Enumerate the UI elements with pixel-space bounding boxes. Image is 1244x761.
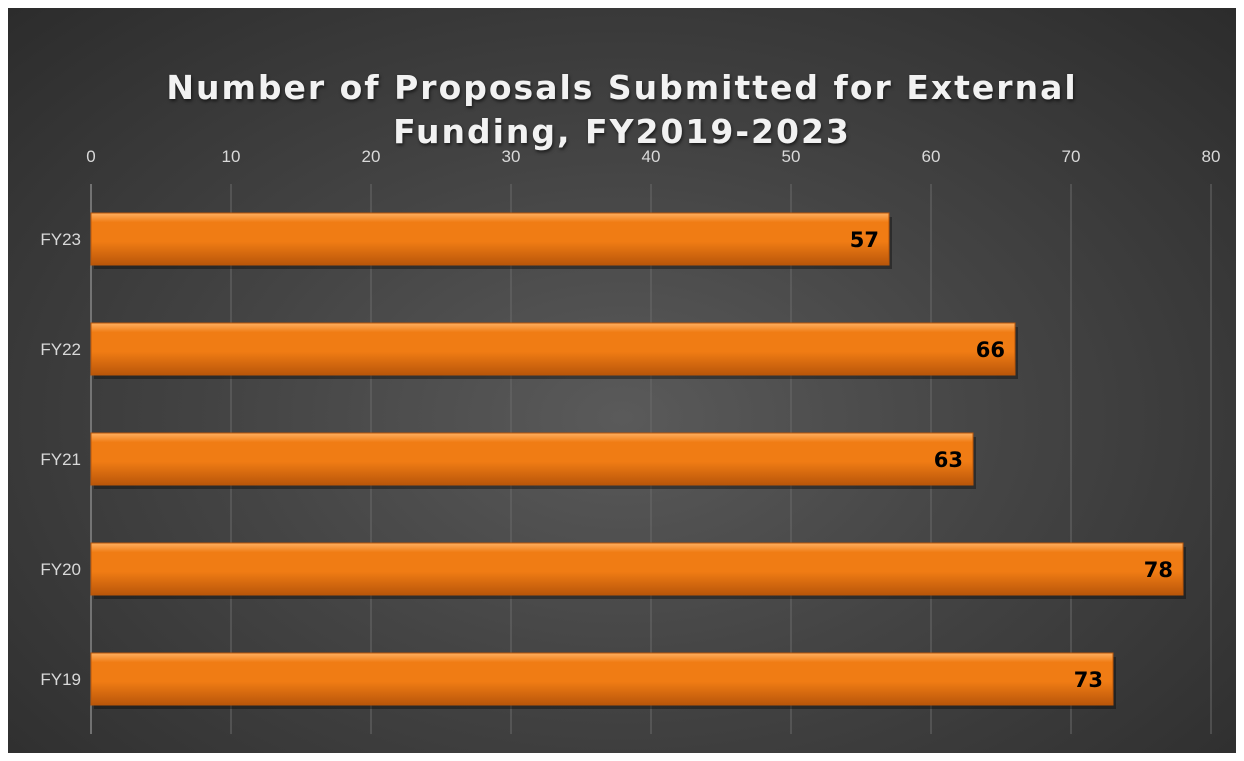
category-axis: FY23 FY22 FY21 FY20 FY19 bbox=[40, 184, 92, 734]
bar-fy21 bbox=[90, 432, 974, 486]
x-tick-label-0: 0 bbox=[86, 147, 95, 166]
x-tick-label-70: 70 bbox=[1062, 147, 1081, 166]
x-tick-label-60: 60 bbox=[922, 147, 941, 166]
data-labels: 57 66 63 78 73 bbox=[850, 228, 1173, 692]
chart-plot: 0 10 20 30 40 50 60 70 80 FY23 FY22 FY21 FY20 FY19 5… bbox=[40, 147, 1220, 734]
category-label-fy20: FY20 bbox=[40, 560, 81, 579]
bar-fy20 bbox=[90, 542, 1184, 596]
data-label-fy21: 63 bbox=[934, 448, 963, 472]
bar-fy22 bbox=[90, 322, 1016, 376]
data-label-fy23: 57 bbox=[850, 228, 879, 252]
x-tick-label-80: 80 bbox=[1202, 147, 1221, 166]
x-tick-label-20: 20 bbox=[362, 147, 381, 166]
bar-fy19 bbox=[90, 652, 1114, 706]
bar-fy23 bbox=[90, 212, 890, 266]
chart-title: Number of Proposals Submitted for Extern… bbox=[8, 66, 1236, 154]
data-label-fy22: 66 bbox=[976, 338, 1005, 362]
x-tick-label-50: 50 bbox=[782, 147, 801, 166]
bar-series bbox=[90, 212, 1186, 709]
category-label-fy21: FY21 bbox=[40, 450, 81, 469]
category-label-fy19: FY19 bbox=[40, 670, 81, 689]
chart-title-line-2: Funding, FY2019-2023 bbox=[393, 112, 851, 151]
x-tick-label-40: 40 bbox=[642, 147, 661, 166]
x-tick-label-30: 30 bbox=[502, 147, 521, 166]
chart-area: 0 10 20 30 40 50 60 70 80 FY23 FY22 FY21 FY20 FY19 5… bbox=[8, 8, 1236, 753]
data-label-fy19: 73 bbox=[1074, 668, 1103, 692]
category-label-fy23: FY23 bbox=[40, 230, 81, 249]
x-axis: 0 10 20 30 40 50 60 70 80 bbox=[86, 147, 1220, 166]
category-label-fy22: FY22 bbox=[40, 340, 81, 359]
chart-title-line-1: Number of Proposals Submitted for Extern… bbox=[166, 68, 1078, 107]
data-label-fy20: 78 bbox=[1144, 558, 1173, 582]
x-tick-label-10: 10 bbox=[222, 147, 241, 166]
